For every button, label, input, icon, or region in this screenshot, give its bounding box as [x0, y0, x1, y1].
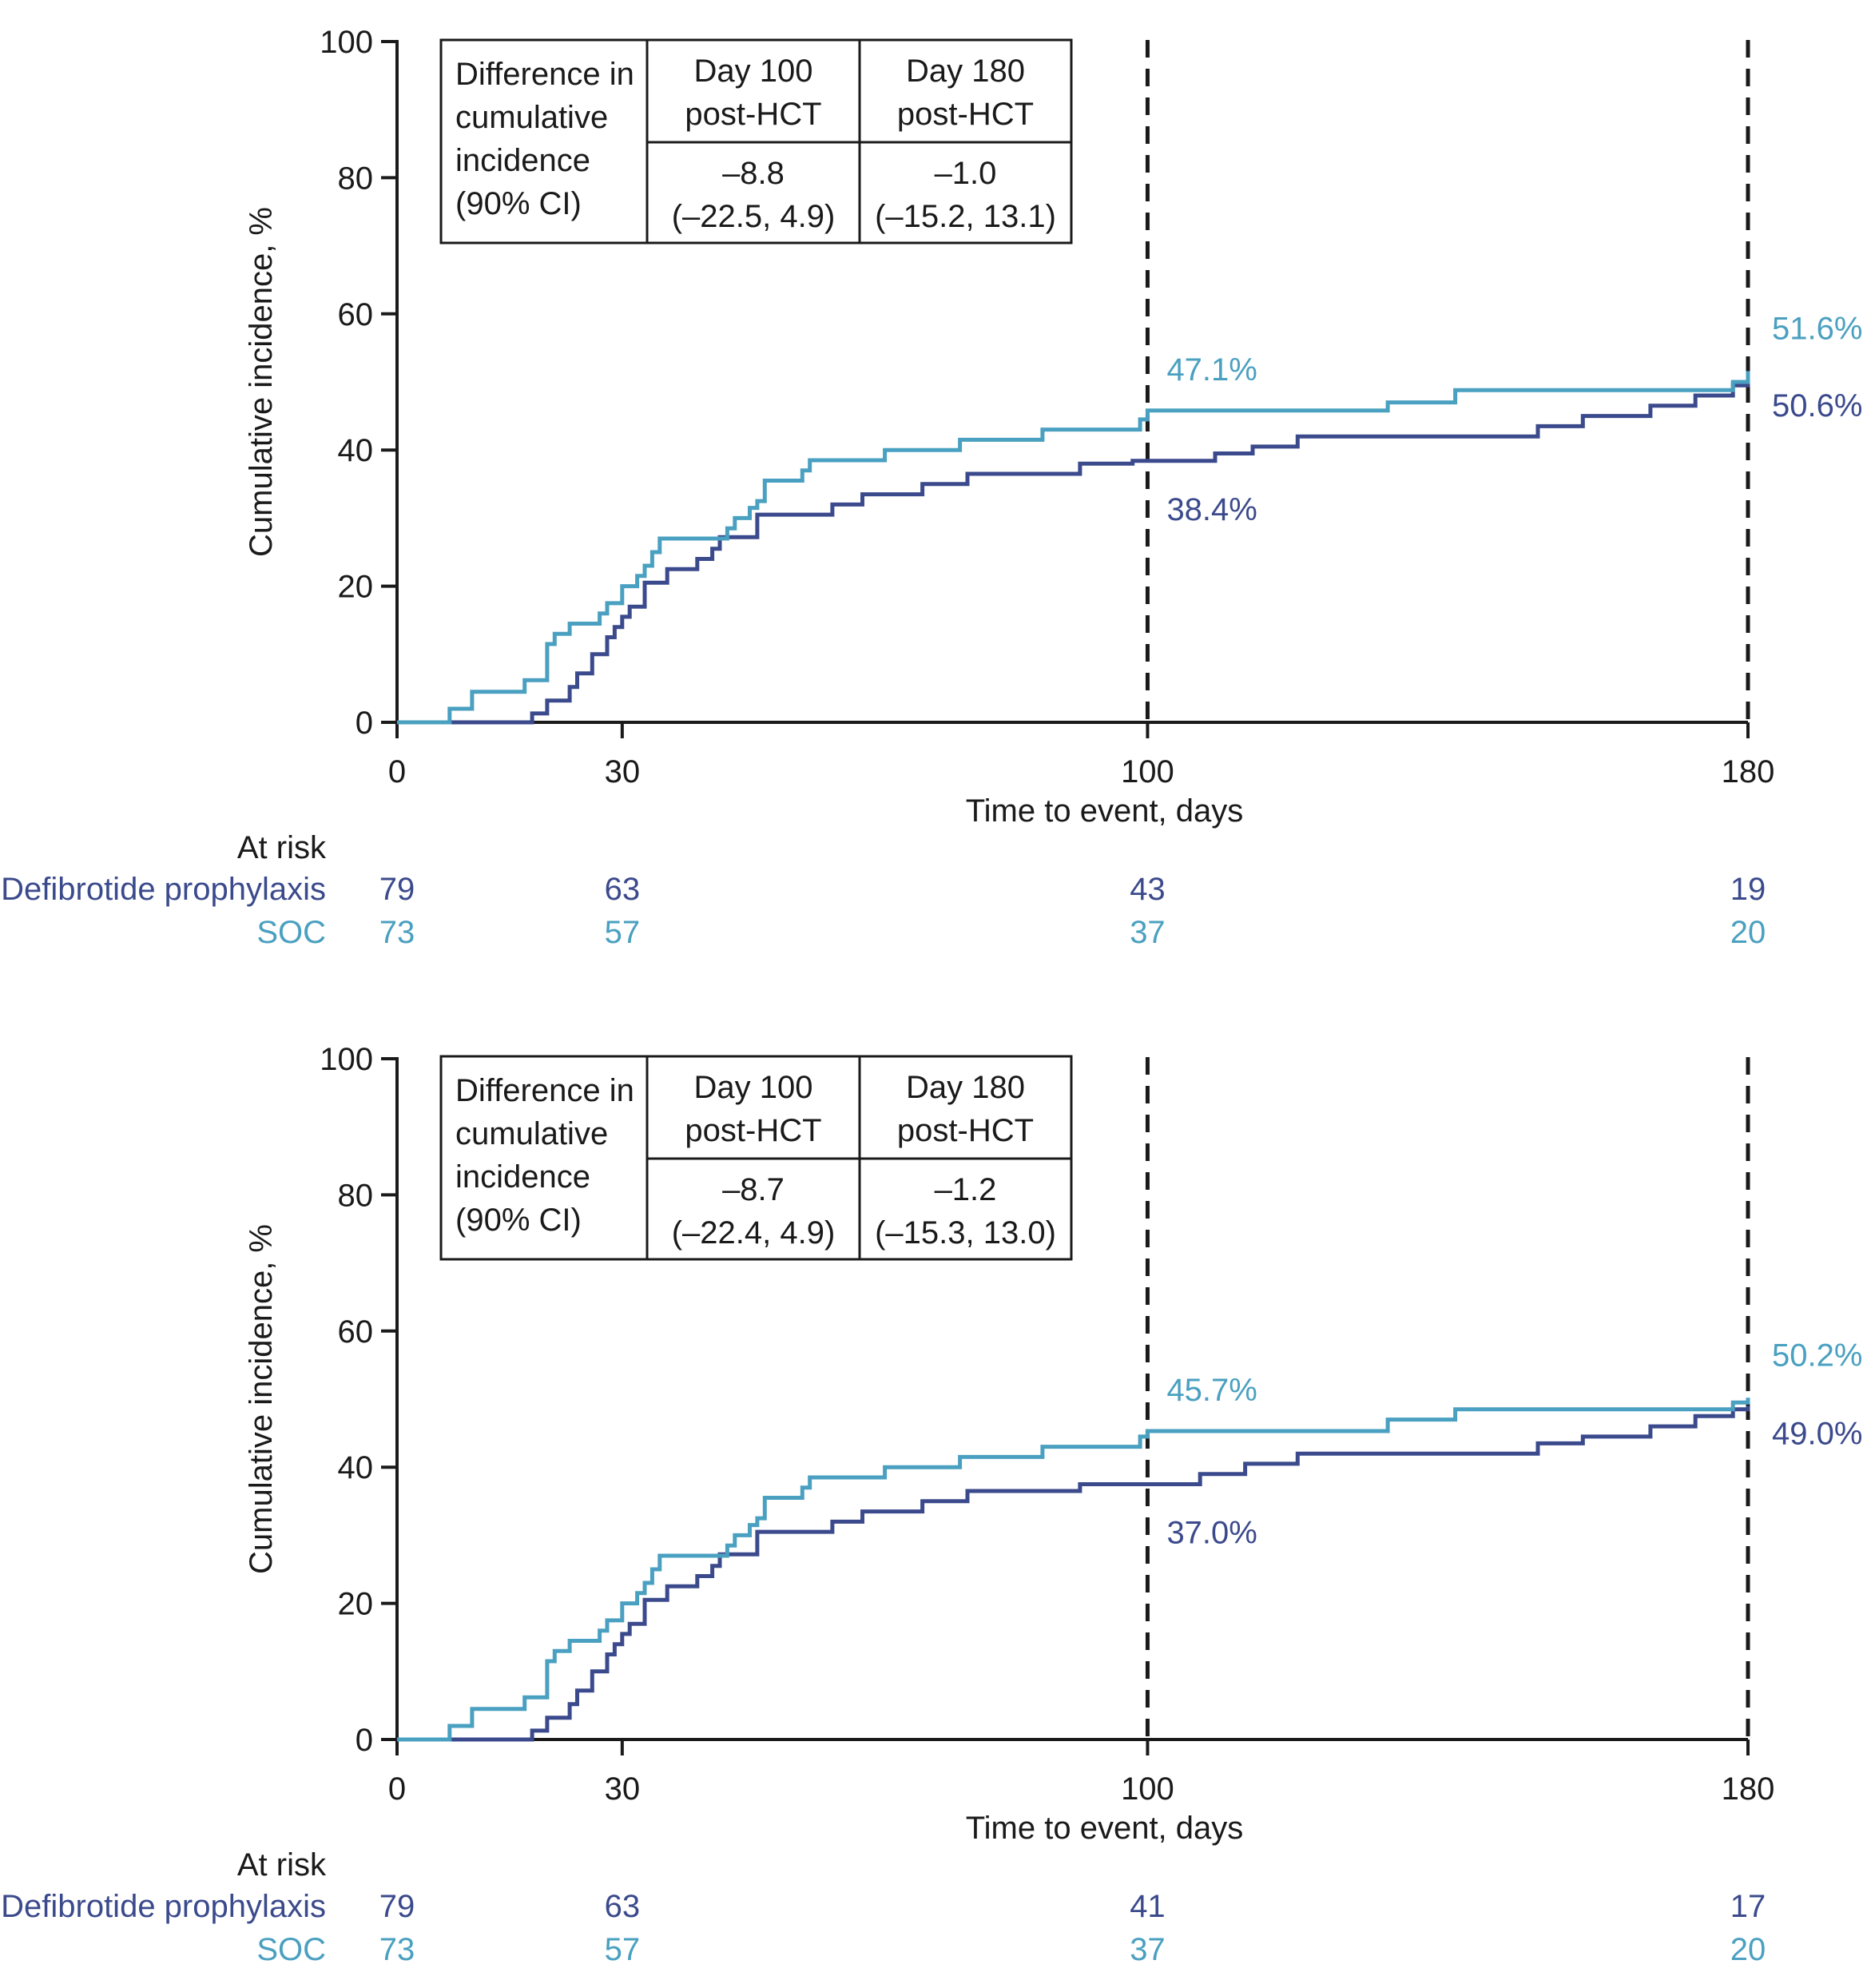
data-label-soc: 51.6% — [1772, 311, 1862, 346]
at-risk-value-soc: 20 — [1730, 915, 1766, 950]
at-risk-value-defibrotide: 79 — [379, 1889, 415, 1924]
at-risk-value-defibrotide: 63 — [605, 1889, 641, 1924]
x-tick-label: 0 — [388, 1771, 406, 1807]
y-tick-label: 0 — [356, 706, 373, 741]
data-label-defibrotide: 50.6% — [1772, 388, 1862, 423]
ci-table-column-header: Day 180 — [906, 1070, 1025, 1105]
ci-table-column-header: post-HCT — [685, 1113, 821, 1148]
y-tick-label: 40 — [338, 433, 374, 468]
ci-table-column-header: post-HCT — [685, 97, 821, 132]
y-tick-label: 100 — [320, 25, 373, 60]
ci-table-row-label: cumulative — [455, 1116, 608, 1151]
series-line-soc — [397, 1398, 1750, 1742]
ci-table-value: –8.7 — [722, 1172, 785, 1207]
y-tick-label: 100 — [320, 1042, 373, 1077]
x-tick-label: 0 — [388, 754, 406, 789]
ci-table-row-label: Difference in — [455, 1073, 634, 1108]
at-risk-row-label-defibrotide: Defibrotide prophylaxis — [1, 1889, 326, 1924]
x-axis-label: Time to event, days — [966, 1811, 1244, 1846]
x-tick-label: 30 — [605, 754, 641, 789]
x-axis-label: Time to event, days — [966, 793, 1244, 829]
x-tick-label: 100 — [1121, 754, 1174, 789]
at-risk-title: At risk — [237, 1847, 327, 1883]
at-risk-value-defibrotide: 79 — [379, 872, 415, 907]
ci-table-column-header: post-HCT — [897, 97, 1034, 132]
ci-table-column-header: post-HCT — [897, 1113, 1034, 1148]
ci-table-row-label: cumulative — [455, 100, 608, 135]
at-risk-value-soc: 37 — [1130, 915, 1166, 950]
series-line-defibrotide — [397, 377, 1750, 725]
y-axis-label: Cumulative incidence, % — [244, 1224, 279, 1574]
ci-table-value: –8.8 — [722, 156, 785, 191]
at-risk-title: At risk — [237, 830, 327, 865]
ci-table-column-header: Day 100 — [694, 54, 813, 89]
y-tick-label: 80 — [338, 1178, 374, 1213]
at-risk-value-soc: 73 — [379, 915, 415, 950]
at-risk-value-defibrotide: 19 — [1730, 872, 1766, 907]
ci-table-ci: (–15.2, 13.1) — [875, 199, 1056, 234]
data-label-defibrotide: 38.4% — [1166, 492, 1257, 527]
y-tick-label: 20 — [338, 570, 374, 605]
data-label-soc: 45.7% — [1166, 1373, 1257, 1408]
series-line-soc — [397, 371, 1750, 725]
at-risk-value-soc: 73 — [379, 1932, 415, 1967]
data-label-defibrotide: 37.0% — [1166, 1516, 1257, 1551]
ci-table: Difference in cumulative incidence (90% CI)… — [439, 38, 1073, 245]
ci-table: Difference in cumulative incidence (90% CI)… — [439, 1055, 1073, 1261]
y-tick-label: 60 — [338, 297, 374, 332]
at-risk-value-defibrotide: 17 — [1730, 1889, 1766, 1924]
ci-table-ci: (–15.3, 13.0) — [875, 1215, 1056, 1250]
x-tick-label: 180 — [1722, 1771, 1775, 1807]
ci-table-ci: (–22.5, 4.9) — [672, 199, 836, 234]
ci-table-row-label: incidence — [455, 143, 590, 178]
data-label-defibrotide: 49.0% — [1772, 1417, 1862, 1452]
x-tick-label: 100 — [1121, 1771, 1174, 1807]
at-risk-value-defibrotide: 63 — [605, 872, 641, 907]
at-risk-value-defibrotide: 41 — [1130, 1889, 1166, 1924]
y-tick-label: 0 — [356, 1723, 373, 1758]
ci-table-column-header: Day 180 — [906, 54, 1025, 89]
ci-table-row-label: incidence — [455, 1159, 590, 1195]
ci-table-ci: (–22.4, 4.9) — [672, 1215, 836, 1250]
at-risk-value-soc: 57 — [605, 915, 641, 950]
at-risk-value-soc: 37 — [1130, 1932, 1166, 1967]
y-tick-label: 80 — [338, 161, 374, 196]
chart-panel-2: 0 20 40 60 80 100 0 30 100 180 Cumulative incidenc… — [1, 1042, 1862, 1967]
x-tick-label: 30 — [605, 1771, 641, 1807]
at-risk-row-label-soc: SOC — [256, 915, 326, 950]
ci-table-column-header: Day 100 — [694, 1070, 813, 1105]
ci-table-value: –1.2 — [935, 1172, 997, 1207]
data-label-soc: 47.1% — [1166, 352, 1257, 388]
ci-table-row-label: Difference in — [455, 57, 634, 92]
at-risk-value-defibrotide: 43 — [1130, 872, 1166, 907]
x-tick-label: 180 — [1722, 754, 1775, 789]
at-risk-row-label-soc: SOC — [256, 1932, 326, 1967]
at-risk-value-soc: 57 — [605, 1932, 641, 1967]
ci-table-row-label: (90% CI) — [455, 1203, 582, 1238]
series-line-defibrotide — [397, 1406, 1750, 1742]
at-risk-row-label-defibrotide: Defibrotide prophylaxis — [1, 872, 326, 907]
at-risk-value-soc: 20 — [1730, 1932, 1766, 1967]
at-risk-table: At risk Defibrotide prophylaxis 79 63 43 19 SO… — [1, 830, 1766, 950]
y-axis-label: Cumulative incidence, % — [244, 207, 279, 557]
y-tick-label: 60 — [338, 1314, 374, 1350]
y-tick-label: 40 — [338, 1450, 374, 1485]
data-label-soc: 50.2% — [1772, 1338, 1862, 1373]
at-risk-table: At risk Defibrotide prophylaxis 79 63 41 17 SO… — [1, 1847, 1766, 1967]
chart-panel-1: 0 20 40 60 80 100 0 30 100 180 Cumulative incidenc… — [1, 25, 1862, 950]
ci-table-row-label: (90% CI) — [455, 186, 582, 221]
y-tick-label: 20 — [338, 1587, 374, 1622]
ci-table-value: –1.0 — [935, 156, 997, 191]
